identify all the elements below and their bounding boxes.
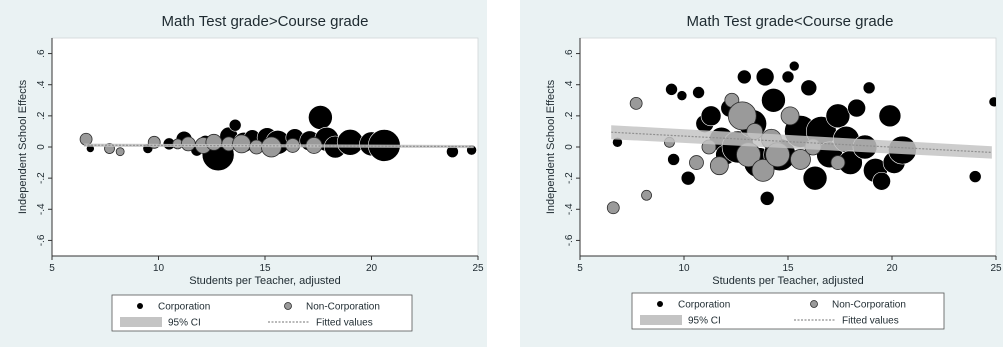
corporation-point: [878, 104, 902, 128]
non-corporation-point: [232, 134, 251, 154]
legend-ci-swatch: [120, 317, 162, 327]
corporation-point: [862, 81, 876, 95]
x-tick-label: 10: [153, 263, 165, 274]
left-chart-panel: Math Test grade>Course grade 5 10 15 20 25 .6.…: [0, 0, 487, 347]
legend-corporation-marker: [137, 303, 143, 309]
non-corporation-point: [751, 158, 775, 182]
chart-title: Math Test grade<Course grade: [687, 13, 894, 30]
y-tick-label: .2: [36, 111, 47, 120]
corporation-point: [676, 90, 688, 101]
corporation-point: [761, 87, 786, 113]
plot-marks: [79, 105, 477, 172]
legend-non-corporation-label: Non-Corporation: [832, 300, 906, 311]
corporation-point: [802, 165, 828, 191]
legend-non-corporation-marker: [284, 302, 292, 310]
y-tick-label: .6: [564, 49, 575, 58]
y-tick-label: -.6: [564, 234, 575, 246]
corporation-point: [665, 83, 678, 96]
legend-non-corporation-label: Non-Corporation: [306, 302, 380, 313]
y-tick-label: 0: [36, 144, 47, 150]
non-corporation-point: [790, 149, 811, 170]
left-scatter-chart: Math Test grade>Course grade 5 10 15 20 25 .6.…: [17, 13, 484, 332]
y-tick-label: .2: [564, 111, 575, 120]
legend-corporation-label: Corporation: [158, 302, 210, 313]
y-axis-label: Independent School Effects: [17, 79, 29, 214]
y-axis-label: Independent School Effects: [545, 79, 557, 214]
y-tick-label: -.4: [36, 203, 47, 215]
corporation-point: [788, 60, 800, 72]
non-corporation-point: [641, 189, 652, 201]
legend-box: [631, 292, 945, 330]
corporation-point: [692, 86, 705, 99]
non-corporation-point: [709, 156, 729, 176]
x-axis-label: Students per Teacher, adjusted: [712, 275, 863, 287]
y-tick-label: .4: [564, 80, 575, 89]
non-corporation-point: [180, 136, 196, 152]
corporation-point: [781, 70, 795, 84]
x-tick-label: 20: [886, 263, 898, 274]
non-corporation-point: [606, 201, 620, 215]
legend: Corporation Non-Corporation 95% CI Fitted v…: [111, 294, 413, 332]
x-tick-label: 25: [472, 263, 484, 274]
y-tick-label: -.6: [36, 234, 47, 246]
non-corporation-point: [79, 132, 93, 146]
corporation-point: [228, 118, 242, 132]
y-tick-label: .6: [36, 49, 47, 58]
x-tick-label: 25: [990, 263, 1002, 274]
corporation-point: [759, 191, 775, 206]
corporation-point: [800, 79, 818, 97]
corporation-point: [737, 69, 752, 85]
plot-marks: [606, 60, 996, 215]
legend-ci-label: 95% CI: [688, 316, 721, 327]
corporation-point: [847, 98, 866, 118]
fitted-line: [83, 144, 474, 148]
non-corporation-point: [689, 155, 704, 170]
corporation-point: [988, 96, 996, 108]
y-tick-label: .4: [36, 80, 47, 89]
legend-non-corporation-marker: [810, 300, 818, 308]
right-scatter-chart: Math Test grade<Course grade 5 10 15 20 25 .6.…: [545, 13, 1002, 330]
x-tick-label: 15: [259, 263, 271, 274]
y-tick-label: 0: [564, 144, 575, 150]
legend-corporation-label: Corporation: [678, 300, 730, 311]
chart-title: Math Test grade>Course grade: [162, 13, 369, 30]
legend-corporation-marker: [657, 301, 663, 307]
non-corporation-point: [115, 147, 125, 157]
legend-ci-swatch: [640, 315, 682, 325]
non-corporation-point: [205, 133, 223, 151]
corporation-point: [872, 171, 891, 191]
y-tick-label: -.2: [36, 172, 47, 184]
non-corporation-point: [780, 106, 800, 126]
legend-fitted-label: Fitted values: [842, 316, 899, 327]
legend: Corporation Non-Corporation 95% CI Fitted v…: [631, 292, 945, 330]
non-corporation-point: [727, 101, 757, 131]
corporation-point: [667, 153, 680, 166]
non-corporation-point: [629, 97, 643, 110]
x-tick-label: 20: [366, 263, 378, 274]
legend-fitted-label: Fitted values: [316, 318, 373, 329]
right-chart-panel: Math Test grade<Course grade 5 10 15 20 25 .6.…: [520, 0, 1003, 347]
non-corporation-point: [830, 155, 846, 170]
x-tick-label: 5: [577, 263, 583, 274]
corporation-point: [968, 170, 982, 183]
x-tick-label: 15: [782, 263, 794, 274]
x-tick-label: 5: [49, 263, 55, 274]
ci-band: [83, 143, 474, 149]
x-axis-label: Students per Teacher, adjusted: [189, 275, 340, 287]
y-tick-label: -.4: [564, 203, 575, 215]
corporation-point: [825, 103, 851, 129]
corporation-point: [755, 67, 775, 87]
legend-ci-label: 95% CI: [168, 318, 201, 329]
x-tick-label: 10: [678, 263, 690, 274]
fitted-line: [611, 131, 992, 154]
corporation-point: [700, 105, 722, 127]
y-tick-label: -.2: [564, 172, 575, 184]
corporation-point: [680, 170, 696, 186]
corporation-point: [308, 105, 333, 130]
